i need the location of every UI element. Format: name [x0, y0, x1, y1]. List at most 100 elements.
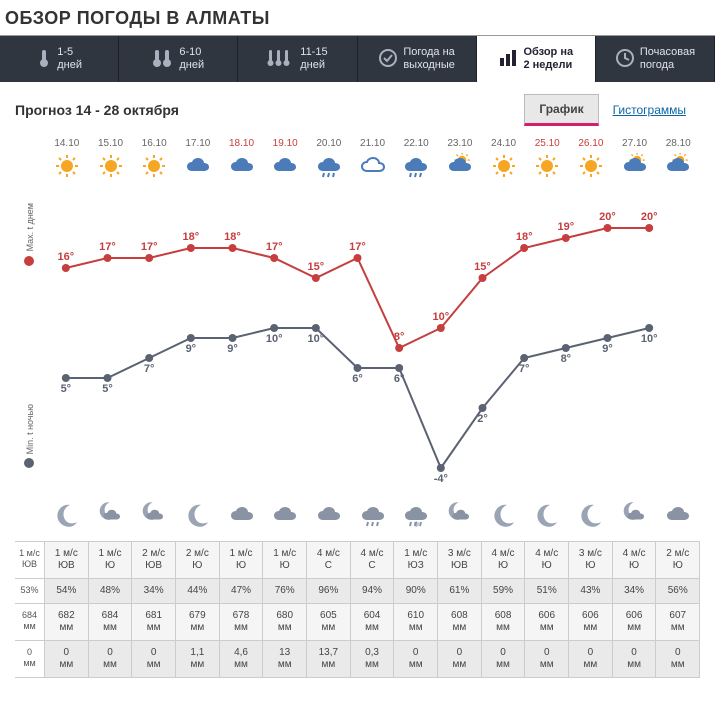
min-temp-axis-label: Min. t ночью	[25, 404, 35, 454]
min-legend-dot	[24, 458, 34, 468]
svg-text:16°: 16°	[58, 251, 75, 263]
row-header: 684мм	[15, 604, 45, 641]
svg-text:17°: 17°	[99, 241, 116, 253]
night-weather-icon	[613, 498, 657, 537]
cell: 1,1мм	[176, 641, 220, 678]
night-weather-icon	[307, 498, 351, 537]
cell: 604мм	[351, 604, 395, 641]
day-weather-icon	[351, 149, 395, 188]
svg-text:17°: 17°	[141, 241, 158, 253]
cell: 0,3мм	[351, 641, 395, 678]
tab-4[interactable]: Обзор на2 недели	[477, 36, 596, 82]
cell: 679мм	[176, 604, 220, 641]
cell: 2 м/сЮ	[176, 542, 220, 579]
cell: 47%	[220, 579, 264, 604]
date-label: 23.10	[438, 138, 482, 149]
svg-text:7°: 7°	[144, 363, 155, 375]
cell: 0мм	[482, 641, 526, 678]
tab-icon-0	[36, 48, 52, 71]
cell: 4 м/сЮ	[525, 542, 569, 579]
cell: 51%	[525, 579, 569, 604]
date-label: 18.10	[220, 138, 264, 149]
tab-label: 11-15дней	[300, 46, 327, 72]
svg-text:10°: 10°	[266, 333, 283, 345]
svg-text:17°: 17°	[266, 241, 283, 253]
tab-label: 6-10дней	[179, 46, 204, 72]
table-row: 53%54%48%34%44%47%76%96%94%90%61%59%51%4…	[15, 579, 700, 604]
tab-icon-3	[378, 48, 398, 71]
tab-5[interactable]: Почасоваяпогода	[596, 36, 715, 82]
day-weather-icon	[307, 149, 351, 188]
svg-text:5°: 5°	[61, 383, 72, 395]
row-header: 1 м/сЮВ	[15, 542, 45, 579]
data-table: 1 м/сЮВ1 м/сЮВ1 м/сЮ2 м/сЮВ2 м/сЮ1 м/сЮ1…	[15, 541, 700, 678]
cell: 4 м/сЮ	[613, 542, 657, 579]
tab-icon-4	[498, 48, 518, 71]
cell: 0мм	[89, 641, 133, 678]
tab-label: Обзор на2 недели	[523, 46, 573, 72]
day-weather-icon	[438, 149, 482, 188]
svg-text:17°: 17°	[349, 241, 366, 253]
cell: 13,7мм	[307, 641, 351, 678]
night-weather-icon	[132, 498, 176, 537]
cell: 96%	[307, 579, 351, 604]
tab-2[interactable]: 11-15дней	[238, 36, 357, 82]
svg-text:8°: 8°	[561, 353, 572, 365]
svg-text:9°: 9°	[186, 343, 197, 355]
cell: 13мм	[263, 641, 307, 678]
tab-icon-1	[152, 48, 174, 71]
day-weather-icon	[394, 149, 438, 188]
cell: 59%	[482, 579, 526, 604]
night-weather-icon	[569, 498, 613, 537]
svg-text:-4°: -4°	[434, 473, 448, 485]
svg-text:10°: 10°	[433, 311, 450, 323]
view-tabs: График Гистограммы	[524, 94, 700, 126]
day-weather-icon	[482, 149, 526, 188]
cell: 76%	[263, 579, 307, 604]
tab-label: Почасоваяпогода	[640, 46, 695, 72]
max-legend-dot	[24, 256, 34, 266]
tab-3[interactable]: Погода навыходные	[358, 36, 477, 82]
view-histogram-tab[interactable]: Гистограммы	[599, 96, 700, 124]
cell: 3 м/сЮ	[569, 542, 613, 579]
cell: 682мм	[45, 604, 89, 641]
cell: 0мм	[438, 641, 482, 678]
svg-text:20°: 20°	[599, 211, 616, 223]
cell: 4 м/сС	[307, 542, 351, 579]
cell: 4,6мм	[220, 641, 264, 678]
night-icons-row: ❄	[45, 498, 700, 537]
svg-text:18°: 18°	[516, 231, 533, 243]
cell: 1 м/сЮ	[89, 542, 133, 579]
night-weather-icon: ❄	[394, 498, 438, 537]
night-weather-icon	[438, 498, 482, 537]
date-label: 17.10	[176, 138, 220, 149]
svg-text:18°: 18°	[183, 231, 200, 243]
day-weather-icon	[613, 149, 657, 188]
cell: 0мм	[45, 641, 89, 678]
night-weather-icon	[482, 498, 526, 537]
tab-0[interactable]: 1-5дней	[0, 36, 119, 82]
day-weather-icon	[569, 149, 613, 188]
svg-text:20°: 20°	[641, 211, 658, 223]
cell: 1 м/сЮВ	[45, 542, 89, 579]
cell: 608мм	[482, 604, 526, 641]
cell: 94%	[351, 579, 395, 604]
cell: 605мм	[307, 604, 351, 641]
night-weather-icon	[525, 498, 569, 537]
cell: 608мм	[438, 604, 482, 641]
cell: 1 м/сЮ	[220, 542, 264, 579]
cell: 0мм	[525, 641, 569, 678]
tab-label: 1-5дней	[57, 46, 82, 72]
view-chart-tab[interactable]: График	[524, 94, 598, 126]
svg-text:2°: 2°	[477, 413, 488, 425]
cell: 4 м/сЮ	[482, 542, 526, 579]
cell: 61%	[438, 579, 482, 604]
tab-1[interactable]: 6-10дней	[119, 36, 238, 82]
table-row: 0мм0мм0мм0мм1,1мм4,6мм13мм13,7мм0,3мм0мм…	[15, 641, 700, 678]
date-label: 15.10	[89, 138, 133, 149]
svg-text:10°: 10°	[641, 333, 658, 345]
svg-text:8°: 8°	[394, 331, 405, 343]
date-label: 27.10	[613, 138, 657, 149]
night-weather-icon	[220, 498, 264, 537]
night-weather-icon	[176, 498, 220, 537]
